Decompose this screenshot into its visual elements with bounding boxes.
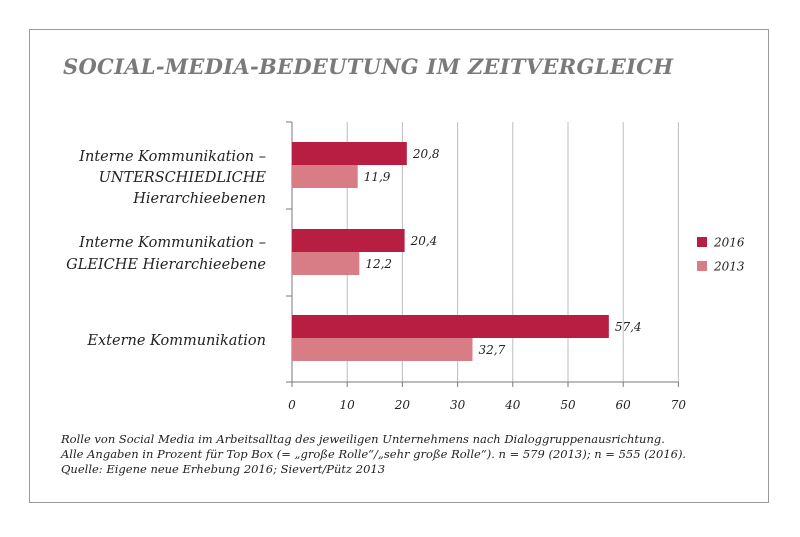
bar-2013-1 [292,252,360,275]
category-label: GLEICHE Hierarchieebene [66,257,266,273]
data-label-2016-0: 20,8 [412,147,440,161]
legend-label-2016: 2016 [713,236,745,250]
bar-2016-0 [292,142,407,165]
x-tick-label: 60 [616,398,632,412]
legend-swatch-2013 [697,261,707,271]
footnote-line-2: Alle Angaben in Prozent für Top Box (= „… [61,447,687,461]
x-tick-label: 50 [560,398,576,412]
chart-footnote: Rolle von Social Media im Arbeitsalltag … [61,432,761,477]
legend-swatch-2016 [697,237,707,247]
x-tick-label: 0 [288,398,296,412]
footnote-line-3: Quelle: Eigene neue Erhebung 2016; Sieve… [61,462,386,476]
x-tick-label: 10 [340,398,356,412]
chart-title: SOCIAL-MEDIA-BEDEUTUNG IM ZEITVERGLEICH [63,54,674,79]
legend-label-2013: 2013 [713,260,745,274]
bar-2013-0 [292,165,358,188]
bar-2016-1 [292,229,405,252]
footnote-line-1: Rolle von Social Media im Arbeitsalltag … [61,432,665,446]
x-tick-label: 30 [450,398,466,412]
category-label: Interne Kommunikation – [78,235,266,251]
data-label-2013-2: 32,7 [479,343,506,357]
category-label: Externe Kommunikation [86,333,266,349]
data-label-2016-2: 57,4 [615,320,642,334]
chart-frame [29,29,769,503]
bar-2013-2 [292,338,473,361]
category-label: UNTERSCHIEDLICHE [99,170,267,186]
data-label-2016-1: 20,4 [410,234,438,248]
x-tick-label: 70 [671,398,687,412]
bar-2016-2 [292,315,609,338]
x-tick-label: 20 [394,398,411,412]
data-label-2013-1: 12,2 [365,257,392,271]
category-label: Hierarchieebenen [132,191,266,207]
x-tick-label: 40 [504,398,521,412]
data-label-2013-0: 11,9 [364,170,391,184]
category-label: Interne Kommunikation – [78,149,266,165]
